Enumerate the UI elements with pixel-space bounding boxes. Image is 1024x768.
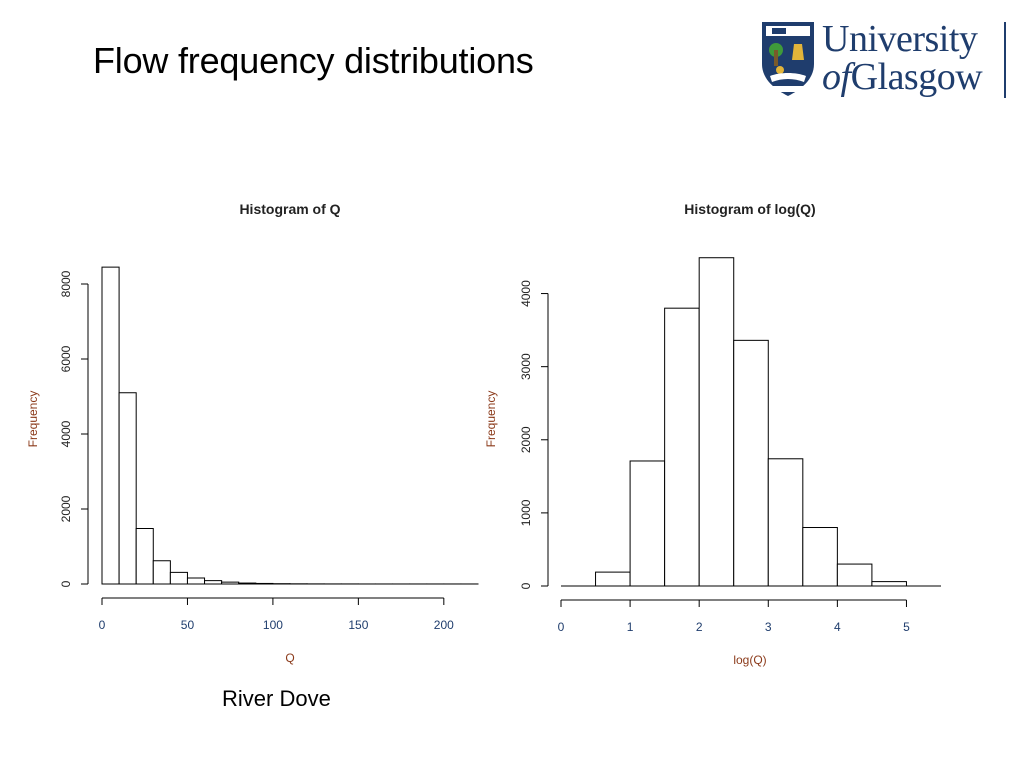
histogram-bar bbox=[629, 460, 666, 587]
y-tick-label: 4000 bbox=[59, 420, 73, 447]
histogram-bar bbox=[836, 563, 873, 587]
chart-caption: River Dove bbox=[222, 686, 331, 711]
x-tick-label: 0 bbox=[99, 618, 106, 632]
x-tick-label: 100 bbox=[263, 618, 283, 632]
histogram-bar bbox=[698, 257, 735, 587]
logo-wordmark: University ofGlasgow bbox=[822, 18, 983, 98]
histogram-bar bbox=[733, 339, 769, 587]
logo-divider bbox=[1004, 22, 1006, 98]
y-axis-label: Frequency bbox=[26, 391, 40, 448]
x-tick-label: 1 bbox=[627, 620, 634, 634]
y-axis-label: Frequency bbox=[484, 391, 498, 448]
histogram-bar bbox=[871, 581, 907, 587]
y-tick-label: 4000 bbox=[519, 280, 533, 307]
logo-line1: University bbox=[822, 18, 978, 60]
x-tick-label: 5 bbox=[903, 620, 910, 634]
x-tick-label: 3 bbox=[765, 620, 772, 634]
logo-line2: ofGlasgow bbox=[822, 56, 983, 98]
x-tick-label: 4 bbox=[834, 620, 841, 634]
x-tick-label: 150 bbox=[348, 618, 368, 632]
slide-title: Flow frequency distributions bbox=[93, 40, 534, 81]
y-tick-label: 6000 bbox=[59, 345, 73, 372]
university-logo: University ofGlasgow bbox=[760, 20, 1010, 100]
x-axis-label: log(Q) bbox=[733, 653, 766, 667]
y-tick-label: 0 bbox=[59, 580, 73, 587]
x-tick-label: 50 bbox=[181, 618, 195, 632]
histogram-bar bbox=[595, 571, 631, 587]
x-tick-label: 2 bbox=[696, 620, 703, 634]
crest-icon bbox=[762, 22, 814, 96]
y-tick-label: 2000 bbox=[519, 426, 533, 453]
x-axis-label: Q bbox=[285, 651, 294, 665]
x-tick-label: 0 bbox=[558, 620, 565, 634]
y-tick-label: 1000 bbox=[519, 499, 533, 526]
y-tick-label: 3000 bbox=[519, 353, 533, 380]
chart-title: Histogram of log(Q) bbox=[684, 201, 815, 217]
y-tick-label: 2000 bbox=[59, 495, 73, 522]
histogram-bar bbox=[802, 527, 838, 587]
y-tick-label: 0 bbox=[519, 582, 533, 589]
x-tick-label: 200 bbox=[434, 618, 454, 632]
chart-title: Histogram of Q bbox=[239, 201, 340, 217]
histogram-bar bbox=[767, 458, 804, 587]
histogram-bar bbox=[664, 307, 700, 587]
y-tick-label: 8000 bbox=[59, 270, 73, 297]
